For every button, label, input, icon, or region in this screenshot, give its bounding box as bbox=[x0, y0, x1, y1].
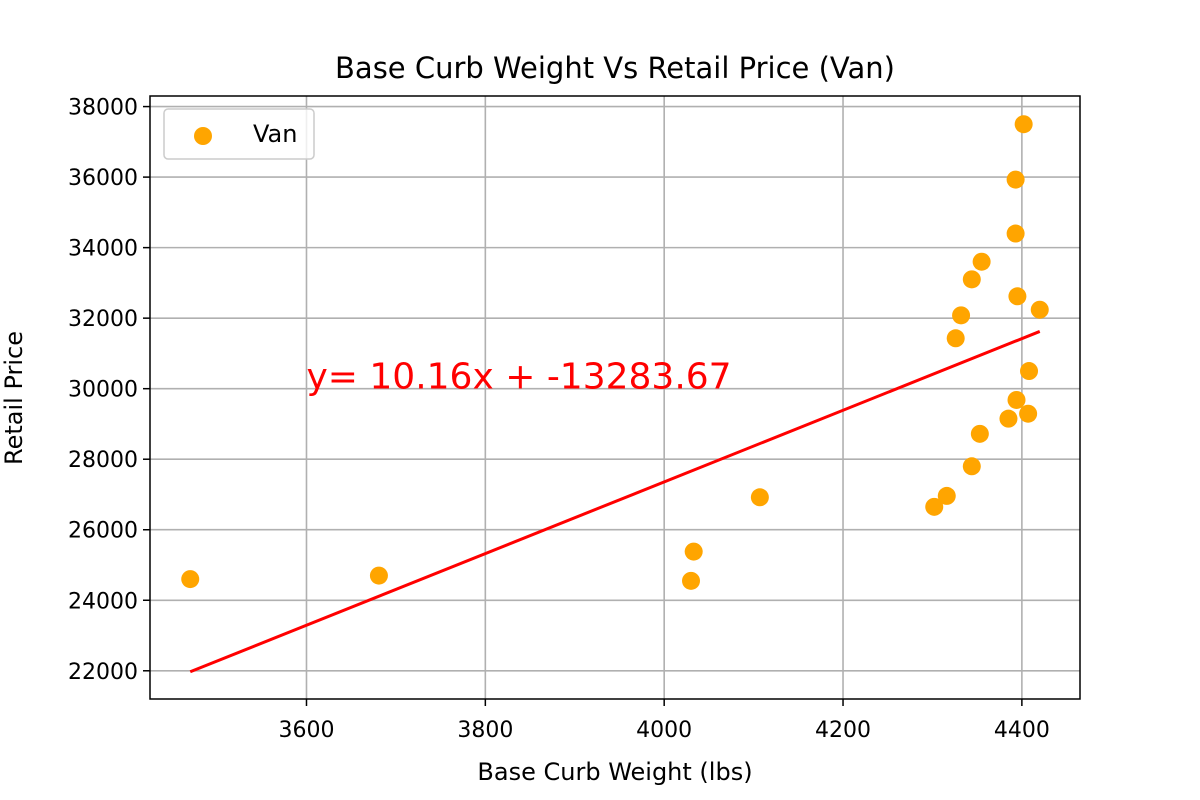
data-point bbox=[684, 542, 703, 561]
data-point bbox=[1008, 287, 1027, 306]
y-tick-label: 38000 bbox=[68, 96, 138, 121]
data-point bbox=[1014, 115, 1033, 134]
data-point bbox=[999, 409, 1018, 428]
x-tick-label: 4400 bbox=[994, 718, 1050, 743]
chart-title: Base Curb Weight Vs Retail Price (Van) bbox=[335, 51, 895, 85]
y-axis-label: Retail Price bbox=[0, 331, 28, 465]
x-tick-label: 3800 bbox=[457, 718, 513, 743]
data-point bbox=[972, 252, 991, 271]
data-point bbox=[962, 457, 981, 476]
data-point bbox=[962, 270, 981, 289]
x-axis-label: Base Curb Weight (lbs) bbox=[477, 758, 752, 786]
legend-label: Van bbox=[253, 120, 297, 148]
data-point bbox=[1020, 362, 1039, 381]
data-point bbox=[1006, 224, 1025, 243]
regression-line-layer bbox=[189, 330, 1041, 674]
x-tick-label: 4200 bbox=[815, 718, 871, 743]
data-point bbox=[369, 566, 388, 585]
x-tick-label: 3600 bbox=[278, 718, 334, 743]
data-point bbox=[682, 571, 701, 590]
x-axis-ticks: 3600 3800 4000 4200 4400 bbox=[278, 699, 1050, 743]
regression-line bbox=[189, 330, 1041, 674]
data-point bbox=[1006, 170, 1025, 189]
data-point bbox=[925, 497, 944, 516]
data-point bbox=[970, 424, 989, 443]
y-tick-label: 30000 bbox=[68, 378, 138, 403]
data-point bbox=[181, 570, 200, 589]
data-points-layer bbox=[181, 115, 1049, 590]
data-point bbox=[750, 488, 769, 507]
y-tick-label: 32000 bbox=[68, 307, 138, 332]
legend-marker bbox=[194, 127, 212, 145]
data-point bbox=[1007, 390, 1026, 409]
data-point bbox=[952, 306, 971, 325]
y-tick-label: 28000 bbox=[68, 448, 138, 473]
y-tick-label: 22000 bbox=[68, 660, 138, 685]
legend: Van bbox=[163, 108, 315, 160]
y-tick-label: 36000 bbox=[68, 166, 138, 191]
x-tick-label: 4000 bbox=[636, 718, 692, 743]
y-tick-label: 24000 bbox=[68, 589, 138, 614]
data-point bbox=[937, 486, 956, 505]
plot-frame bbox=[149, 95, 1081, 700]
y-tick-label: 34000 bbox=[68, 237, 138, 262]
y-tick-label: 26000 bbox=[68, 519, 138, 544]
data-point bbox=[1019, 404, 1038, 423]
legend-box bbox=[163, 108, 315, 160]
y-axis-ticks: 22000 24000 26000 28000 30000 32000 34000 36000… bbox=[68, 96, 150, 685]
data-point bbox=[946, 329, 965, 348]
regression-equation-label: y= 10.16x + -13283.67 bbox=[306, 357, 731, 398]
data-point bbox=[1030, 300, 1049, 319]
